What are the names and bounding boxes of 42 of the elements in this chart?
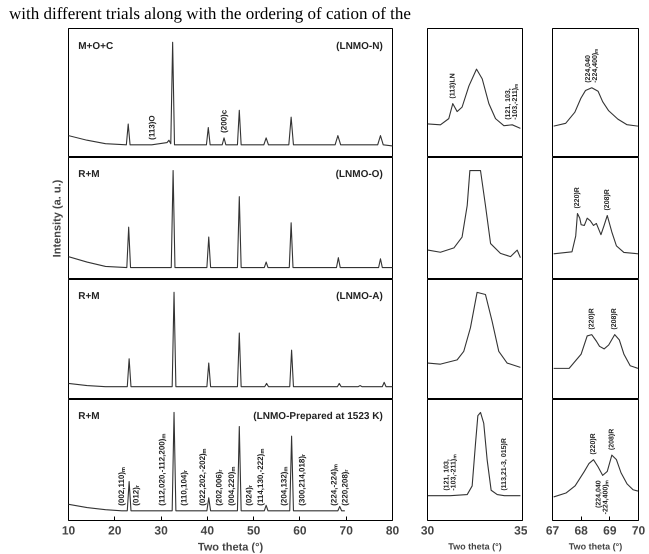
annotation: R+M bbox=[78, 410, 100, 422]
x-tick-label: 69 bbox=[603, 524, 617, 538]
x-tick-label: 20 bbox=[108, 524, 122, 538]
x-tick-label: 50 bbox=[246, 524, 261, 538]
x-tick-label: 67 bbox=[546, 524, 560, 538]
annotation: (002,110)ₘ bbox=[117, 466, 126, 506]
annotation: (204,132)ₘ bbox=[280, 466, 289, 506]
x-tick-label: 40 bbox=[200, 524, 214, 538]
annotation: R+M bbox=[78, 290, 100, 302]
x-axis-title: Two theta (°) bbox=[448, 542, 502, 552]
chart-title: with different trials along with the ordering of cation of the bbox=[9, 4, 411, 23]
annotation: (LNMO-O) bbox=[336, 169, 383, 180]
y-axis-title: Intensity (a. u.) bbox=[52, 179, 64, 258]
x-tick-label: 10 bbox=[62, 524, 76, 538]
annotation: (LNMO-Prepared at 1523 K) bbox=[253, 410, 383, 422]
annotation: (113)O bbox=[147, 115, 156, 140]
annotation: (004,220)ₘ bbox=[226, 466, 236, 506]
x-tick-label: 70 bbox=[340, 524, 354, 538]
annotation: (220,208)ᵣ bbox=[340, 470, 350, 506]
annotation: M+O+C bbox=[78, 41, 114, 52]
x-tick-label: 35 bbox=[514, 524, 528, 538]
x-axis-title: Two theta (°) bbox=[568, 542, 622, 552]
annotation: (224,-224)ₘ bbox=[330, 464, 339, 506]
annotation: (024)ᵣ bbox=[244, 485, 254, 506]
x-tick-label: 68 bbox=[574, 524, 588, 538]
annotation: (202,006)ᵣ bbox=[214, 470, 224, 506]
annotation: (LNMO-N) bbox=[336, 41, 383, 52]
annotation: (300,214,018)ᵣ bbox=[298, 454, 307, 506]
x-tick-label: 80 bbox=[386, 524, 400, 538]
annotation: (114,130,-222)ₘ bbox=[256, 448, 266, 506]
x-axis-title: Two theta (°) bbox=[198, 542, 264, 554]
annotation: R+M bbox=[78, 169, 100, 180]
x-tick-label: 70 bbox=[632, 524, 646, 538]
x-tick-label: 60 bbox=[293, 524, 307, 538]
annotation: (012)ᵣ bbox=[132, 485, 141, 506]
annotation: (110,104)ᵣ bbox=[179, 470, 188, 506]
annotation: (112,020,-112,200)ₘ bbox=[157, 434, 166, 506]
x-tick-label: 30 bbox=[420, 524, 434, 538]
x-tick-label: 30 bbox=[154, 524, 168, 538]
annotation: (LNMO-A) bbox=[336, 290, 383, 302]
annotation: (200)c bbox=[220, 109, 229, 133]
annotation: (022,202,-202)ₘ bbox=[198, 448, 207, 506]
